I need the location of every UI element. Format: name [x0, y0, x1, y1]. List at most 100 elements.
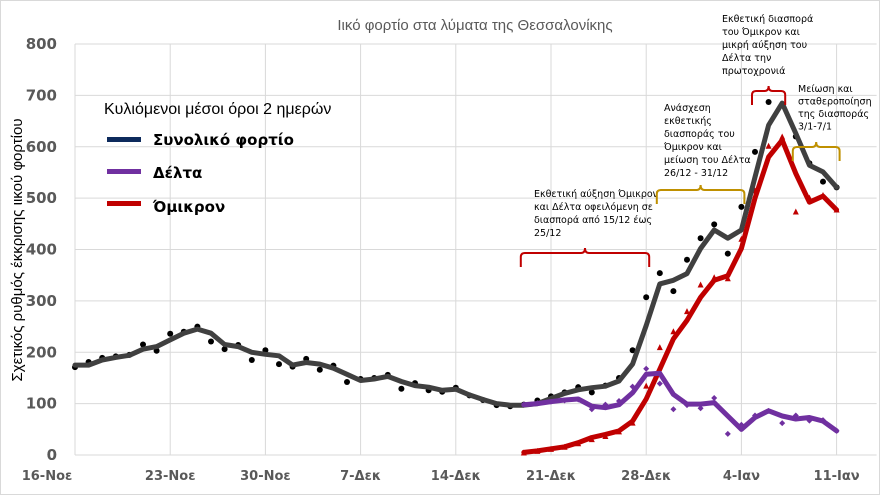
y-tick-label: 200 [26, 343, 57, 361]
annotation-bracket [655, 184, 746, 204]
data-point-total [670, 288, 677, 295]
annotations: Εκθετική αύξηση Όμικρον και Δέλτα οφειλόμ… [519, 14, 872, 267]
annotation-line: 26/12 - 31/12 [664, 168, 728, 179]
series-line-total [72, 100, 840, 408]
x-tick-label: 4-Ιαν [723, 469, 760, 484]
series-group [72, 99, 840, 456]
annotation-line: Εκθετική διασπορά [722, 14, 813, 25]
data-point-total [752, 148, 758, 155]
annotation: Μείωση και σταθεροποίηση της διασποράς 3/1-… [791, 84, 872, 161]
annotation-line: Ανάσχεση [664, 103, 711, 114]
annotation-bracket [519, 247, 651, 267]
data-point-total [167, 330, 174, 337]
data-point-total [697, 235, 704, 242]
data-point-total [398, 385, 405, 392]
annotation-line: Δέλτα την [722, 53, 771, 64]
annotation-line: της διασποράς [798, 109, 869, 120]
x-tick-label: 14-Δεκ [431, 469, 481, 484]
data-point-total [643, 294, 650, 301]
data-point-total [765, 99, 772, 106]
data-point-total [316, 366, 323, 373]
data-point-total [276, 361, 282, 368]
data-point-total [656, 270, 663, 277]
annotation-line: 25/12 [534, 228, 561, 239]
x-tick-label: 23-Νοε [145, 469, 196, 484]
data-point-total [140, 341, 146, 348]
annotation: Εκθετική αύξηση Όμικρον και Δέλτα οφειλόμ… [519, 189, 658, 267]
x-axis-ticks: 16-Νοε 23-Νοε 30-Νοε 7-Δεκ 14-Δεκ 21-Δεκ 28-Δε… [22, 469, 860, 484]
y-tick-label: 400 [26, 241, 57, 259]
gridlines [74, 43, 877, 456]
data-point-total [588, 389, 595, 396]
data-point-total [344, 379, 350, 386]
x-tick-label: 30-Νοε [240, 469, 291, 484]
annotation-line: σταθεροποίηση [798, 97, 872, 108]
y-tick-label: 600 [26, 138, 57, 156]
annotation-line: πρωτοχρονιά [722, 66, 785, 77]
data-point-total [711, 221, 718, 228]
data-point-omicron [765, 142, 772, 149]
data-point-total [629, 347, 636, 354]
series-line-omicron [521, 137, 840, 455]
data-point-delta [779, 420, 786, 427]
data-point-delta [670, 406, 677, 413]
y-tick-label: 800 [26, 35, 57, 53]
data-point-delta [724, 430, 731, 437]
annotation-text: Μείωση και σταθεροποίηση της διασποράς 3/1-… [798, 84, 872, 133]
data-point-total [684, 256, 690, 263]
data-point-delta [697, 405, 704, 412]
series-line-delta [521, 370, 840, 434]
legend-item-delta: Δέλτα [153, 164, 202, 182]
data-point-omicron [779, 133, 786, 140]
annotation-line: του Όμικρον και [722, 27, 800, 38]
annotation-line: Μείωση και [798, 84, 853, 95]
annotation: Ανάσχεση εκθετικής διασποράς του Όμικρον κα… [655, 103, 751, 204]
legend-item-omicron: Όμικρον [152, 198, 225, 216]
x-tick-label: 21-Δεκ [526, 469, 576, 484]
annotation-line: Όμικρον και [663, 142, 722, 153]
x-tick-label: 11-Ιαν [814, 469, 860, 484]
data-point-total [208, 338, 214, 345]
annotation-line: διασπορά από 15/12 έως [534, 215, 652, 226]
y-tick-label: 500 [26, 189, 57, 207]
data-point-omicron [697, 281, 704, 288]
annotation: Εκθετική διασπορά του Όμικρον και μικρή αύ… [722, 14, 813, 105]
annotation-text: Ανάσχεση εκθετικής διασποράς του Όμικρον κα… [663, 103, 751, 179]
annotation-line: και Δέλτα οφειλόμενη σε [534, 202, 653, 213]
x-tick-label: 7-Δεκ [340, 469, 381, 484]
annotation-line: διασποράς του [664, 129, 735, 140]
annotation-line: μικρή αύξηση του [722, 40, 807, 51]
y-tick-label: 700 [26, 86, 57, 104]
annotation-text: Εκθετική αύξηση Όμικρον και Δέλτα οφειλόμ… [534, 189, 658, 239]
annotation-bracket [751, 85, 787, 105]
x-tick-label: 28-Δεκ [621, 469, 671, 484]
legend-title: Κυλιόμενοι μέσοι όροι 2 ημερών [104, 101, 331, 118]
y-axis-ticks: 0 100 200 300 400 500 600 700 800 [26, 35, 57, 464]
data-point-delta [656, 380, 663, 387]
y-tick-label: 0 [47, 446, 57, 464]
legend: Κυλιόμενοι μέσοι όροι 2 ημερών Συνολικό … [104, 101, 331, 216]
data-point-total [738, 203, 745, 210]
data-point-omicron [684, 308, 690, 315]
annotation-line: εκθετικής [664, 116, 712, 127]
data-point-omicron [792, 208, 799, 215]
data-point-total [221, 346, 228, 353]
annotation-line: μείωση του Δέλτα [664, 155, 751, 166]
data-point-total [248, 356, 255, 363]
annotation-line: Εκθετική αύξηση Όμικρον [534, 189, 658, 200]
legend-swatch-delta [107, 169, 141, 174]
data-point-delta [643, 365, 650, 372]
chart-title: Ιικό φορτίο στα λύματα της Θεσσαλονίκης [337, 17, 612, 34]
annotation-line: 3/1-7/1 [798, 122, 832, 133]
data-point-total [724, 250, 731, 257]
annotation-bracket [791, 141, 841, 161]
data-point-omicron [656, 344, 663, 351]
annotation-text: Εκθετική διασπορά του Όμικρον και μικρή αύ… [722, 14, 813, 77]
x-tick-label: 16-Νοε [22, 469, 73, 484]
y-tick-label: 100 [26, 395, 57, 413]
data-point-total [820, 178, 826, 185]
legend-swatch-omicron [107, 201, 141, 206]
legend-item-total: Συνολικό φορτίο [153, 131, 294, 149]
